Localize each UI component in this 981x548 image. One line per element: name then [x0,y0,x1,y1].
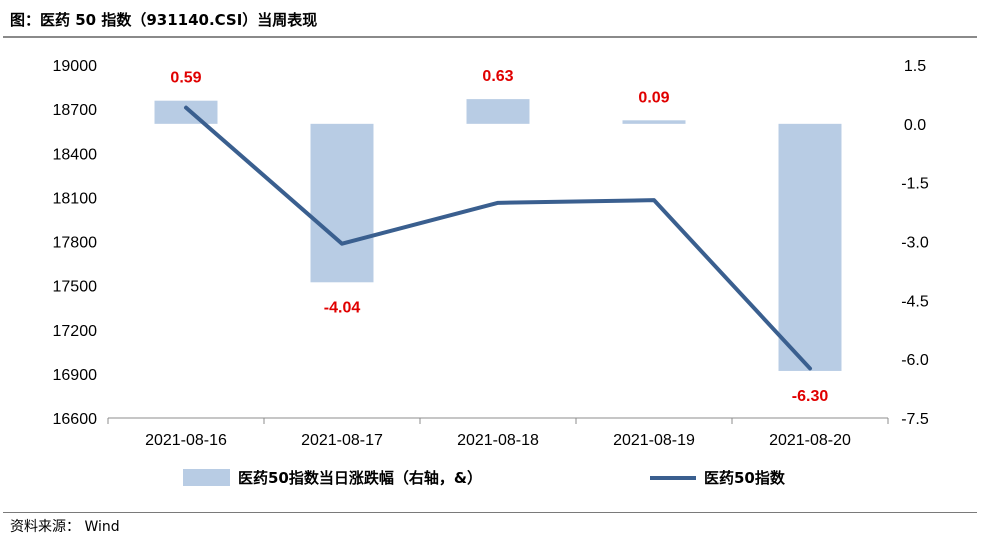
bar-2021-08-16 [154,100,218,124]
right-axis-ticks: 1.5 0.0 -1.5 -3.0 -4.5 -6.0 -7.5 [901,58,929,428]
x-axis-labels: 2021-08-16 2021-08-17 2021-08-18 2021-08-19… [145,432,851,449]
bar-2021-08-20 [778,123,842,371]
bar-2021-08-19 [622,120,686,124]
legend: 医药50指数当日涨跌幅（右轴，&） 医药50指数 [183,469,786,487]
data-labels: 0.59 -4.04 0.63 0.09 -6.30 [170,68,828,405]
data-label-2021-08-17: -4.04 [324,299,361,316]
data-label-2021-08-19: 0.09 [638,89,669,106]
left-axis-ticks: 19000 18700 18400 18100 17800 17500 17200 16900… [53,58,98,428]
x-tick-label: 2021-08-17 [301,432,383,449]
right-tick-label: 0.0 [904,117,926,134]
title-rule [3,36,977,38]
x-tick-label: 2021-08-18 [457,432,539,449]
left-tick-label: 17200 [53,323,98,340]
right-tick-label: -3.0 [901,235,929,252]
data-label-2021-08-18: 0.63 [482,68,513,85]
source-rule [3,512,977,513]
plot-area: 0.59 -4.04 0.63 0.09 -6.30 19000 18700 18400 18… [53,58,929,449]
legend-bar-label: 医药50指数当日涨跌幅（右轴，&） [238,469,482,487]
line-series [184,105,812,371]
data-label-2021-08-20: -6.30 [792,388,829,405]
left-tick-label: 16900 [53,367,98,384]
x-axis-ticks [107,418,889,424]
right-tick-label: 1.5 [904,58,926,75]
left-tick-label: 18700 [53,102,98,119]
x-tick-label: 2021-08-20 [769,432,851,449]
bar-2021-08-17 [310,123,374,283]
left-tick-label: 18100 [53,190,98,207]
legend-bar-swatch [183,469,230,486]
chart-title: 图：医药 50 指数（931140.CSI）当周表现 [10,11,318,29]
right-tick-label: -7.5 [901,411,929,428]
left-tick-label: 17800 [53,235,98,252]
bar-series [154,99,842,371]
bar-2021-08-18 [466,99,530,124]
left-tick-label: 16600 [53,411,98,428]
index-line [184,105,812,371]
right-tick-label: -1.5 [901,176,929,193]
source-note: 资料来源： Wind [10,519,120,535]
data-label-2021-08-16: 0.59 [170,70,201,87]
left-tick-label: 18400 [53,146,98,163]
x-tick-label: 2021-08-19 [613,432,695,449]
right-tick-label: -6.0 [901,352,929,369]
right-tick-label: -4.5 [901,293,929,310]
legend-line-label: 医药50指数 [704,469,786,487]
x-tick-label: 2021-08-16 [145,432,227,449]
left-tick-label: 19000 [53,58,98,75]
left-tick-label: 17500 [53,279,98,296]
